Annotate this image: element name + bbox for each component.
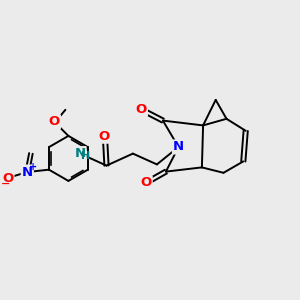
Text: −: − (1, 179, 10, 189)
Text: O: O (49, 115, 60, 128)
Text: N: N (74, 147, 86, 160)
Text: +: + (29, 162, 37, 172)
Text: N: N (173, 140, 184, 154)
Text: O: O (140, 176, 152, 190)
Text: O: O (136, 103, 147, 116)
Text: N: N (22, 166, 33, 178)
Text: H: H (81, 151, 90, 161)
Text: O: O (98, 130, 110, 143)
Text: O: O (2, 172, 14, 184)
